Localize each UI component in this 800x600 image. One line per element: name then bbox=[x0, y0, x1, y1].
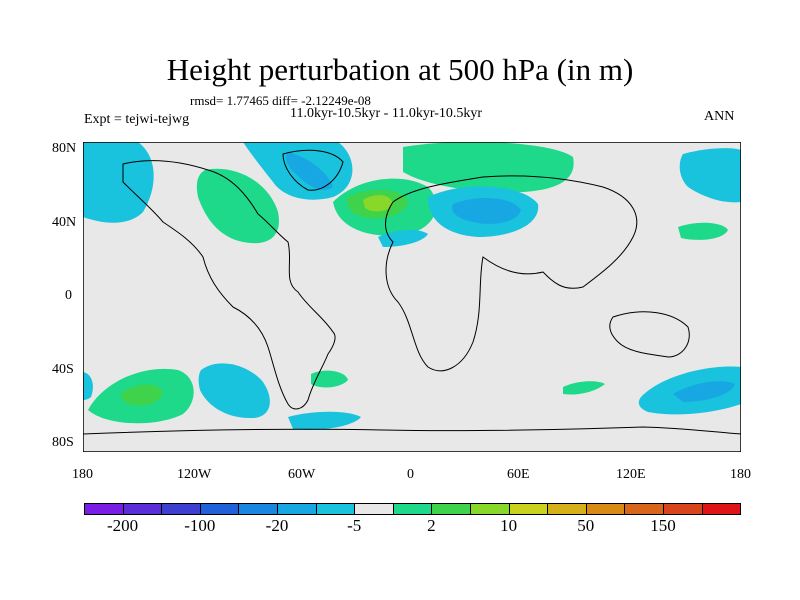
experiment-label: Expt = tejwi-tejwg bbox=[84, 112, 190, 127]
blue-region bbox=[285, 152, 333, 190]
lon-tick-label: 120W bbox=[177, 467, 212, 482]
lon-tick-label: 60W bbox=[288, 467, 316, 482]
coastlines bbox=[83, 149, 741, 435]
colorbar-label: 10 bbox=[500, 516, 518, 535]
map-svg bbox=[83, 142, 741, 452]
stats-text: rmsd= 1.77465 diff= -2.12249e-08 bbox=[190, 93, 371, 108]
blue-region bbox=[288, 411, 361, 430]
green-region bbox=[678, 222, 728, 240]
season-label: ANN bbox=[704, 109, 735, 124]
colorbar-label: -20 bbox=[265, 516, 289, 535]
period-text: 11.0kyr-10.5kyr - 11.0kyr-10.5kyr bbox=[290, 106, 483, 121]
lon-tick-label: 120E bbox=[616, 467, 646, 482]
blue-region bbox=[198, 363, 270, 419]
lon-tick-label: 180 bbox=[72, 467, 93, 482]
lat-tick-label: 40S bbox=[52, 362, 74, 377]
colorbar-swatch bbox=[238, 503, 278, 515]
colorbar-swatch bbox=[354, 503, 394, 515]
colorbar-swatch bbox=[199, 503, 240, 515]
colorbar-swatch bbox=[663, 503, 703, 515]
green-region bbox=[563, 381, 605, 395]
colorbar-label: 2 bbox=[427, 516, 436, 535]
greenland-coastline bbox=[282, 149, 344, 191]
green-region bbox=[120, 384, 163, 406]
lat-tick-label: 40N bbox=[52, 215, 77, 230]
colorbar-swatch bbox=[122, 503, 163, 515]
lon-tick-label: 180 bbox=[730, 467, 751, 482]
colorbar-swatch bbox=[585, 503, 626, 515]
blue-region bbox=[83, 372, 93, 400]
plot-title: Height perturbation at 500 hPa (in m) bbox=[166, 52, 634, 87]
lat-tick-label: 80N bbox=[52, 141, 77, 156]
map-panel bbox=[83, 142, 741, 452]
lat-tick-label: 80S bbox=[52, 435, 74, 450]
blue-region bbox=[679, 148, 741, 203]
colorbar-swatch bbox=[315, 503, 356, 515]
lon-tick-label: 60E bbox=[507, 467, 530, 482]
green-region bbox=[403, 142, 574, 193]
colorbar-swatch bbox=[470, 503, 510, 515]
lon-tick-label: 0 bbox=[407, 467, 414, 482]
colorbar-swatch bbox=[701, 503, 742, 515]
lime-region bbox=[363, 195, 393, 212]
colorbar-label: -200 bbox=[107, 516, 139, 535]
blue-region bbox=[673, 381, 735, 402]
antarctica-coastline bbox=[83, 426, 741, 435]
colorbar-swatch bbox=[84, 503, 124, 515]
colorbar-swatch bbox=[547, 503, 587, 515]
colorbar-swatch bbox=[161, 503, 201, 515]
australia-coastline bbox=[609, 311, 690, 358]
colorbar-swatch bbox=[624, 503, 664, 515]
colorbar-swatch bbox=[431, 503, 471, 515]
blue-region bbox=[83, 142, 154, 223]
green-region bbox=[311, 370, 348, 388]
contour-fills bbox=[83, 142, 741, 430]
colorbar-swatch bbox=[508, 503, 549, 515]
colorbar-label: 50 bbox=[577, 516, 595, 535]
americas-coastline bbox=[122, 160, 336, 410]
lat-tick-label: 0 bbox=[65, 288, 72, 303]
colorbar-label: -100 bbox=[184, 516, 216, 535]
eurasia-africa-coastline bbox=[385, 175, 638, 372]
colorbar-swatch bbox=[392, 503, 433, 515]
blue-region bbox=[452, 198, 521, 224]
colorbar-label: -5 bbox=[347, 516, 362, 535]
blue-region bbox=[378, 230, 428, 247]
colorbar-swatch bbox=[277, 503, 317, 515]
colorbar-label: 150 bbox=[650, 516, 676, 535]
green-region bbox=[196, 168, 279, 244]
